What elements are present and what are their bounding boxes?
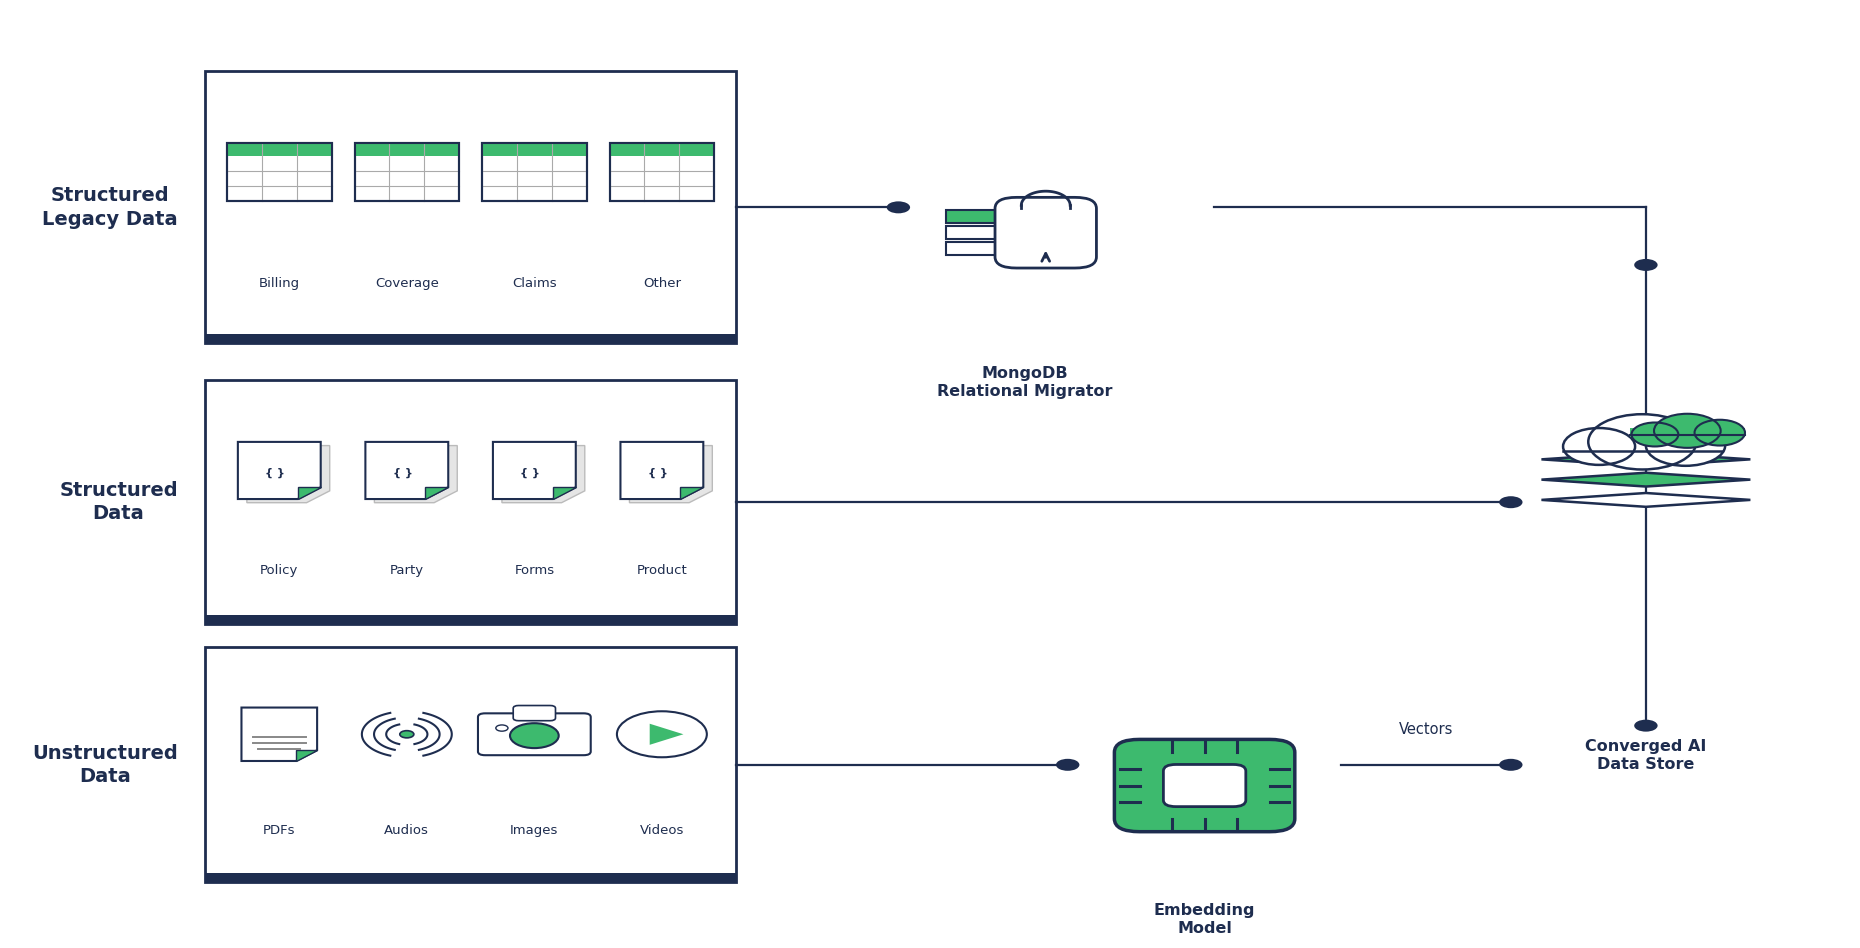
Polygon shape: [374, 446, 458, 502]
Circle shape: [1499, 758, 1523, 771]
FancyBboxPatch shape: [513, 705, 556, 720]
Bar: [610, 143, 714, 156]
Circle shape: [1646, 426, 1726, 465]
Text: { }: { }: [266, 468, 285, 479]
Bar: [355, 143, 459, 156]
Polygon shape: [629, 446, 712, 502]
Text: Vectors: Vectors: [1399, 722, 1453, 738]
Bar: [205, 334, 737, 343]
Text: Forms: Forms: [513, 564, 554, 577]
Text: Unstructured
Data: Unstructured Data: [32, 743, 179, 786]
Polygon shape: [681, 487, 703, 499]
Bar: [610, 143, 714, 201]
Text: Coverage: Coverage: [376, 277, 439, 290]
Text: { }: { }: [392, 468, 413, 479]
FancyBboxPatch shape: [1162, 764, 1246, 807]
Bar: [1629, 428, 1745, 437]
Polygon shape: [238, 442, 320, 499]
Text: { }: { }: [647, 468, 668, 479]
FancyBboxPatch shape: [478, 713, 591, 756]
Circle shape: [618, 711, 707, 757]
Circle shape: [510, 723, 558, 748]
Polygon shape: [649, 723, 683, 745]
Bar: [227, 143, 331, 201]
Text: Videos: Videos: [640, 824, 684, 837]
Circle shape: [1056, 758, 1079, 771]
Text: { }: { }: [521, 468, 539, 479]
Bar: [355, 143, 459, 201]
Text: PDFs: PDFs: [262, 824, 296, 837]
Bar: [1562, 440, 1722, 453]
Polygon shape: [247, 446, 329, 502]
Bar: [947, 242, 1004, 255]
Text: Product: Product: [636, 564, 686, 577]
Bar: [227, 143, 331, 156]
Polygon shape: [493, 442, 577, 499]
Bar: [205, 71, 737, 343]
Bar: [205, 380, 737, 625]
Bar: [947, 210, 1004, 224]
Text: Claims: Claims: [512, 277, 556, 290]
Circle shape: [400, 731, 413, 738]
Text: Converged AI
Data Store: Converged AI Data Store: [1585, 739, 1707, 772]
Circle shape: [1654, 413, 1720, 447]
Polygon shape: [1542, 473, 1750, 486]
Polygon shape: [502, 446, 584, 502]
Bar: [482, 143, 586, 201]
Polygon shape: [621, 442, 703, 499]
FancyBboxPatch shape: [995, 197, 1096, 268]
Text: Billing: Billing: [259, 277, 299, 290]
Text: Structured
Legacy Data: Structured Legacy Data: [43, 186, 179, 228]
Bar: [227, 143, 331, 156]
Circle shape: [1588, 414, 1696, 469]
Polygon shape: [552, 487, 577, 499]
Text: Other: Other: [644, 277, 681, 290]
Polygon shape: [365, 442, 448, 499]
Text: Policy: Policy: [260, 564, 298, 577]
Text: Structured
Data: Structured Data: [60, 481, 179, 523]
Text: Images: Images: [510, 824, 558, 837]
Text: MongoDB
Relational Migrator: MongoDB Relational Migrator: [937, 366, 1112, 399]
Bar: [610, 143, 714, 201]
Polygon shape: [426, 487, 448, 499]
Bar: [227, 143, 331, 201]
Polygon shape: [242, 707, 316, 761]
Bar: [355, 143, 459, 201]
Circle shape: [1499, 496, 1523, 508]
Text: Audios: Audios: [385, 824, 430, 837]
Polygon shape: [1542, 493, 1750, 507]
Polygon shape: [298, 487, 320, 499]
Circle shape: [1694, 420, 1745, 446]
Bar: [205, 615, 737, 625]
Bar: [205, 647, 737, 883]
Bar: [205, 873, 737, 883]
Text: Embedding
Model: Embedding Model: [1153, 903, 1256, 936]
Circle shape: [887, 201, 910, 213]
Polygon shape: [296, 750, 316, 761]
FancyBboxPatch shape: [1114, 739, 1295, 831]
Bar: [482, 143, 586, 201]
Polygon shape: [1542, 452, 1750, 466]
Text: Party: Party: [391, 564, 424, 577]
Circle shape: [1631, 423, 1678, 447]
Bar: [610, 143, 714, 156]
Bar: [482, 143, 586, 156]
Bar: [355, 143, 459, 156]
Bar: [947, 226, 1004, 239]
Circle shape: [1562, 428, 1635, 465]
Circle shape: [1635, 259, 1657, 271]
Bar: [482, 143, 586, 156]
Circle shape: [1635, 720, 1657, 732]
